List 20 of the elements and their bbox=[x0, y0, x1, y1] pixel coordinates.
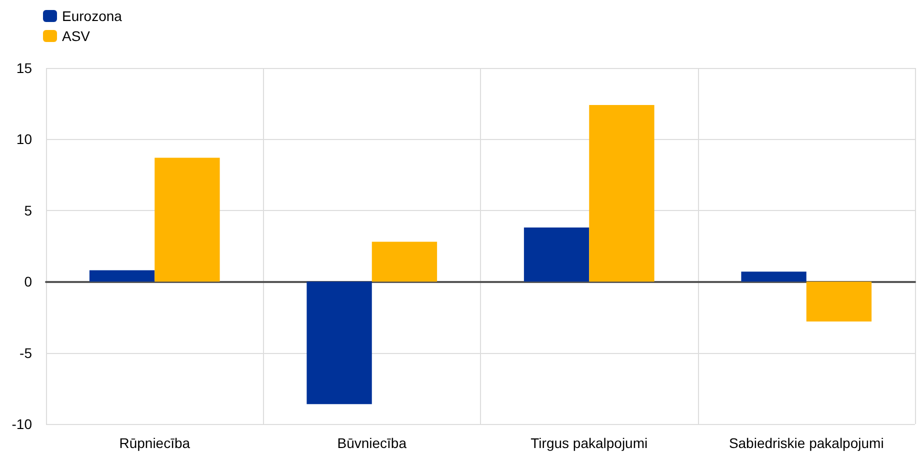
y-tick-label: 5 bbox=[24, 202, 32, 218]
y-tick-label: 10 bbox=[16, 131, 32, 148]
bar bbox=[524, 227, 590, 282]
x-tick-label: Sabiedriskie pakalpojumi bbox=[728, 435, 884, 451]
x-tick-label: Rūpniecība bbox=[119, 435, 190, 451]
bar bbox=[806, 282, 872, 322]
bar bbox=[89, 270, 155, 282]
y-tick-label: -5 bbox=[20, 344, 32, 361]
x-tick-label: Tirgus pakalpojumi bbox=[530, 435, 648, 451]
y-tick-label: -10 bbox=[12, 416, 32, 432]
legend-label: Eurozona bbox=[62, 8, 122, 24]
legend-label: ASV bbox=[62, 28, 91, 44]
bar bbox=[741, 272, 806, 282]
bar bbox=[589, 105, 654, 282]
bar bbox=[306, 282, 372, 404]
y-tick-label: 0 bbox=[24, 274, 32, 290]
y-tick-label: 15 bbox=[16, 60, 32, 76]
bar bbox=[154, 158, 220, 282]
bar bbox=[372, 242, 438, 282]
x-tick-label: Būvniecība bbox=[337, 435, 407, 451]
